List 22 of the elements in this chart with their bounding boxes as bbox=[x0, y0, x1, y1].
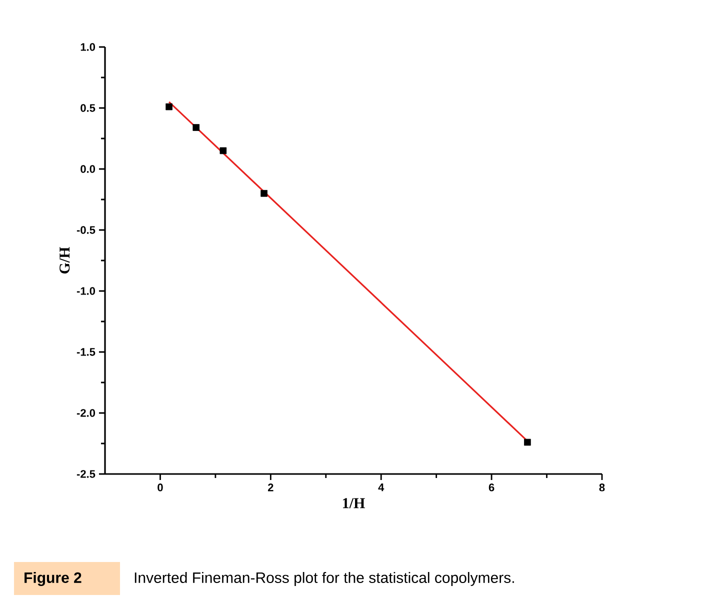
y-tick-label: 1.0 bbox=[80, 43, 96, 51]
y-tick-label: -2.5 bbox=[76, 470, 96, 478]
x-tick-label: 2 bbox=[268, 484, 274, 492]
point bbox=[166, 103, 172, 110]
y-tick-label: 0.5 bbox=[80, 104, 96, 112]
text: Inverted Fineman-Ross plot for the statistical copolymers. bbox=[134, 572, 514, 586]
point bbox=[220, 147, 227, 154]
y-tick-label: -2.0 bbox=[76, 409, 96, 417]
y-axis-title: G/H bbox=[60, 246, 70, 274]
caption: Figure 2 bbox=[24, 572, 82, 586]
y-tick-label: -1.0 bbox=[76, 287, 96, 295]
point bbox=[524, 438, 531, 446]
x-tick-label: 8 bbox=[599, 484, 605, 492]
y-tick-label: -1.5 bbox=[76, 348, 96, 356]
point bbox=[260, 190, 268, 197]
point bbox=[192, 124, 200, 131]
x-tick-label: 4 bbox=[378, 484, 384, 492]
y-tick-label: 0.0 bbox=[80, 165, 96, 173]
x-tick-label: 0 bbox=[158, 484, 163, 492]
y-tick-label: -0.5 bbox=[76, 226, 96, 234]
x-axis-title: 1/H bbox=[343, 498, 365, 508]
x-tick-label: 6 bbox=[488, 484, 494, 492]
